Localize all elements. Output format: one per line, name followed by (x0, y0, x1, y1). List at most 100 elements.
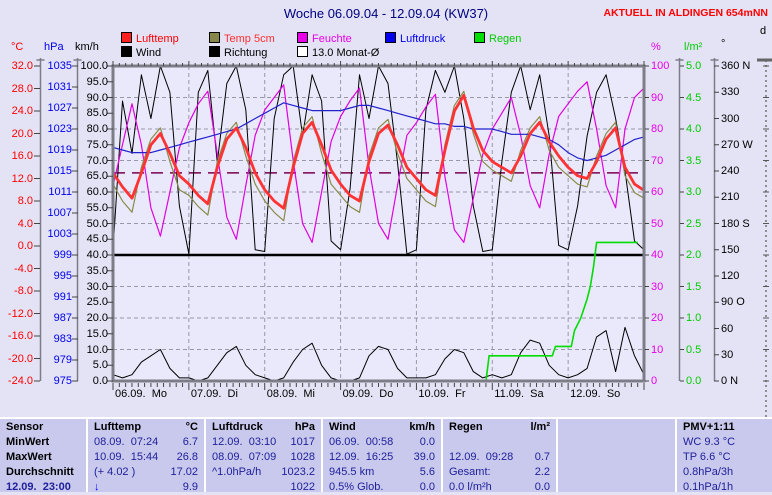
legend-swatch (121, 46, 132, 57)
degrees-label: 0 N (721, 375, 739, 387)
max-cell-label: 08.09. 07:09 (212, 451, 277, 463)
series-feuchte (112, 81, 645, 243)
legend-swatch (385, 32, 396, 43)
degrees-label: 60 (721, 322, 734, 335)
avg-cell (558, 465, 675, 480)
legend-swatch (297, 32, 308, 43)
hpa-label: 987 (53, 312, 72, 324)
legend-item: Luftdruck (385, 32, 445, 45)
min-cell-label: 12.09. 03:10 (212, 436, 277, 448)
series-temp-5cm (112, 90, 645, 222)
legend-swatch (297, 46, 308, 57)
avg-cell-value: 1023.2 (281, 466, 315, 478)
avg-cell-value: 5.6 (419, 466, 435, 478)
legend-label: 13.0 Monat-Ø (312, 47, 380, 59)
current-time: 12.09. 23:00 (0, 480, 86, 495)
x-day-label: 07.09. Di (190, 388, 238, 400)
kmh-label: 20.0 (86, 312, 108, 324)
degrees-label: 90 O (721, 296, 745, 309)
kmh-label: 65.0 (86, 170, 108, 183)
percent-label: 10 (651, 343, 664, 356)
col-header-label: PMV+1:11 (683, 421, 735, 433)
x-day-label: 06.09. Mo (115, 388, 167, 400)
avg-cell: Gesamt: 2.2 (443, 465, 556, 480)
table-column-luftdruck: Luftdruck hPa 12.09. 03:10 1017 08.09. 07:09… (206, 419, 323, 493)
avg-cell: (+ 4.02 ) 17.02 (88, 465, 204, 480)
x-day-label: 10.09. Fr (418, 388, 466, 400)
max-cell-label: 12.09. 09:28 (449, 451, 514, 463)
hpa-label: 979 (53, 354, 72, 366)
current-cell-value: 9.9 (182, 481, 198, 493)
col-header: PMV+1:11 (677, 419, 772, 435)
percent-label: 90 (651, 91, 664, 104)
celsius-label: -16.0 (7, 330, 33, 342)
kmh-label: 40.0 (86, 249, 108, 261)
degrees-label: 210 (721, 191, 740, 204)
current-cell-label: 0.0 l/m²h (449, 481, 492, 493)
axis-unit-percent: % (651, 41, 661, 53)
current-time-label: 12.09. 23:00 (6, 481, 71, 493)
avg-cell-label: ^1.0hPa/h (212, 466, 262, 478)
col-header: Lufttemp °C (88, 419, 204, 435)
legend-item: Feuchte (297, 32, 352, 45)
kmh-label: 30.0 (86, 280, 108, 293)
legend-item: Temp 5cm (209, 32, 275, 45)
lm2-label: 3.0 (686, 186, 702, 198)
degrees-label: 330 (721, 86, 740, 99)
degrees-label: 120 (721, 270, 740, 282)
hpa-label: 999 (53, 249, 72, 261)
col-header: Regen l/m² (443, 419, 556, 435)
x-day-label: 09.09. Do (342, 388, 394, 400)
celsius-label: -20.0 (7, 352, 33, 365)
kmh-label: 5.0 (92, 359, 108, 372)
series-lufttemp (111, 93, 645, 210)
celsius-label: 32.0 (11, 60, 33, 72)
hpa-label: 1023 (47, 123, 72, 135)
current-cell-label: 0.1hPa/1h (683, 481, 734, 493)
series-wind (112, 326, 645, 382)
hpa-label: 1035 (47, 60, 72, 72)
col-header-value: °C (185, 421, 198, 433)
hpa-label: 975 (53, 375, 72, 387)
degrees-label: 30 (721, 348, 734, 361)
kmh-label: 95.0 (86, 75, 108, 88)
hpa-label: 1007 (47, 207, 72, 219)
degrees-label: 240 (721, 165, 740, 177)
kmh-label: 50.0 (86, 217, 108, 230)
avg-cell: 0.8hPa/3h (677, 465, 772, 480)
max-cell-label: TP 6.6 °C (683, 451, 731, 463)
min-cell: 12.09. 03:10 1017 (206, 435, 321, 450)
col-header-value: hPa (294, 421, 315, 433)
celsius-label: 8.0 (17, 195, 33, 207)
current-cell: 0.1hPa/1h (677, 480, 772, 495)
legend-swatch (121, 32, 132, 43)
lm2-label: 0.5 (686, 343, 702, 356)
series-luftdruck (112, 102, 645, 162)
max-cell: TP 6.6 °C (677, 450, 772, 465)
celsius-label: 24.0 (11, 105, 33, 117)
celsius-label: -4.0 (14, 262, 33, 275)
station-banner: AKTUELL IN ALDINGEN 654mNN (603, 7, 768, 19)
col-header-value: l/m² (530, 421, 550, 433)
col-header (558, 419, 675, 435)
col-header-label: Luftdruck (212, 421, 263, 433)
row-header-label: MinWert (6, 436, 50, 448)
x-day-label: 08.09. Mi (266, 388, 316, 400)
plot-background (113, 66, 644, 381)
current-cell-value: 0.0 (419, 481, 435, 493)
avg-cell: ^1.0hPa/h 1023.2 (206, 465, 321, 480)
degrees-label: 150 (721, 243, 740, 256)
kmh-label: 85.0 (86, 107, 108, 120)
hpa-label: 1003 (47, 228, 72, 240)
axis-unit-kmh: km/h (75, 41, 99, 53)
celsius-label: 4.0 (17, 217, 33, 230)
series-richtung (112, 65, 645, 255)
axis-unit-hpa: hPa (44, 41, 64, 53)
current-cell-value: 1022 (290, 481, 315, 493)
current-cell-label: 0.5% Glob. (329, 481, 384, 493)
percent-label: 40 (651, 249, 664, 261)
kmh-label: 100.0 (80, 60, 108, 72)
current-cell: 0.5% Glob. 0.0 (323, 480, 441, 495)
legend-label: Temp 5cm (224, 33, 275, 45)
lm2-label: 2.0 (686, 249, 702, 261)
